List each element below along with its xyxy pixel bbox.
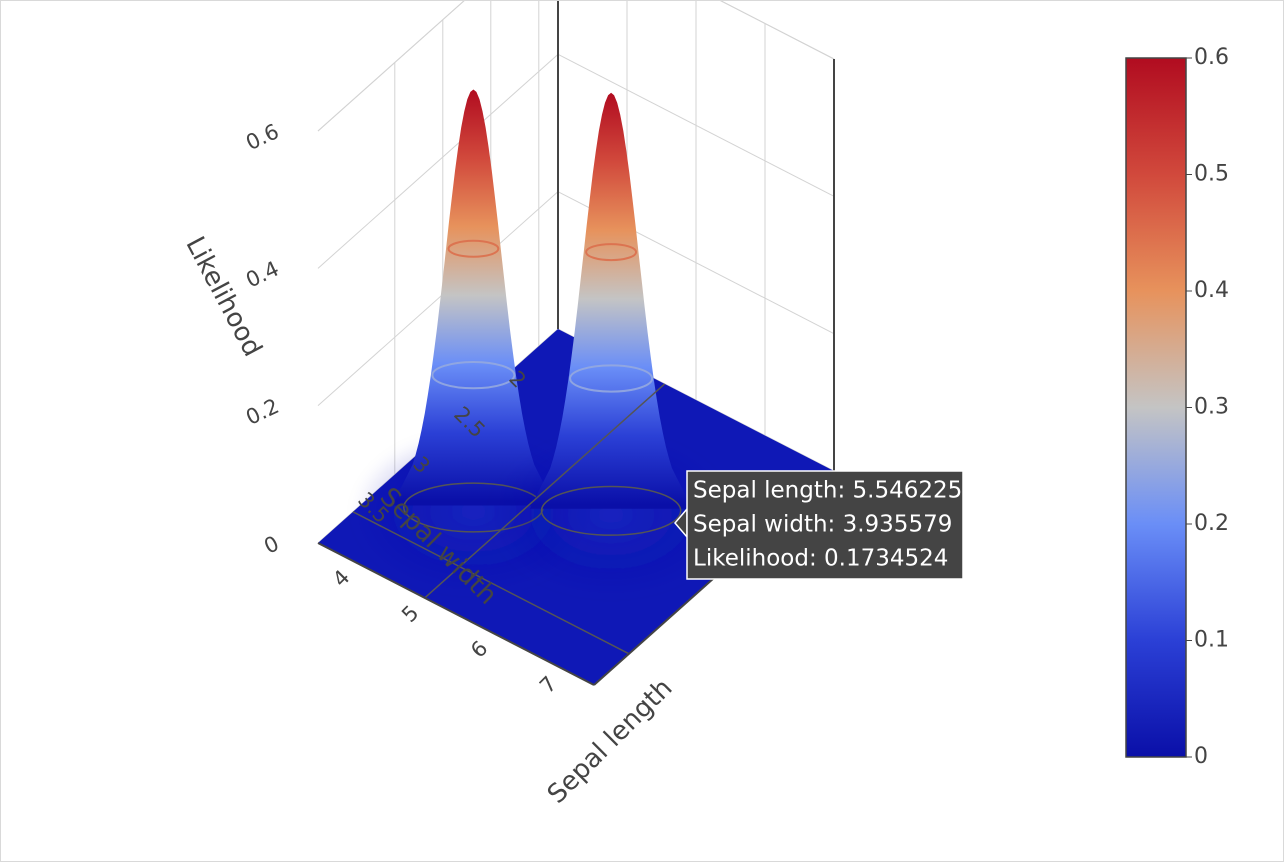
contour-ring <box>585 243 638 262</box>
colorbar-tick-label: 0.3 <box>1194 395 1229 420</box>
x-axis-title: Sepal length <box>542 673 679 810</box>
x-axis-line <box>317 542 595 686</box>
hover-spike-line <box>352 511 630 655</box>
x-tick-label: 7 <box>535 672 561 698</box>
contour-ring <box>431 360 516 390</box>
grid-line <box>317 1 465 132</box>
grid-line <box>317 1 835 132</box>
colorbar-tick-label: 0.2 <box>1194 511 1229 536</box>
colorbar-bar <box>1125 57 1187 758</box>
x-tick-label: 4 <box>328 565 354 591</box>
z-tick-label: 0.2 <box>242 394 282 430</box>
z-tick-label: 0.6 <box>242 119 282 155</box>
z-tick-label: 0 <box>260 531 282 558</box>
x-tick-label: 6 <box>466 636 492 662</box>
z-axis-title: Likelihood <box>179 232 267 362</box>
tooltip-line: Sepal width: 3.935579 <box>693 512 952 538</box>
peak-1 <box>392 89 555 506</box>
grid-line <box>317 53 559 269</box>
hover-spike-line <box>424 383 666 599</box>
tooltip-line: Likelihood: 0.1734524 <box>693 546 948 572</box>
contour-ring <box>569 364 654 393</box>
grid-line <box>317 191 559 407</box>
colorbar-tick-label: 0 <box>1194 744 1208 769</box>
hover-tooltip: Sepal length: 5.546225 Sepal width: 3.935… <box>674 470 964 580</box>
tooltip-box <box>686 470 964 580</box>
floor-contour <box>540 485 682 536</box>
colorbar-tick-label: 0.6 <box>1194 45 1229 70</box>
colorbar-tick-label: 0.5 <box>1194 162 1229 187</box>
colorbar-tick-label: 0.4 <box>1194 278 1229 303</box>
x-tick-label: 5 <box>397 601 423 627</box>
likelihood-surface[interactable] <box>318 89 834 686</box>
colorbar: 0 0.1 0.2 0.3 0.4 0.5 0.6 <box>1125 45 1229 769</box>
colorbar-tick-label: 0.1 <box>1194 628 1229 653</box>
tooltip-line: Sepal length: 5.546225 <box>693 478 962 504</box>
peak-2 <box>529 92 693 509</box>
contour-ring <box>447 239 500 258</box>
z-tick-label: 0.4 <box>242 257 282 293</box>
